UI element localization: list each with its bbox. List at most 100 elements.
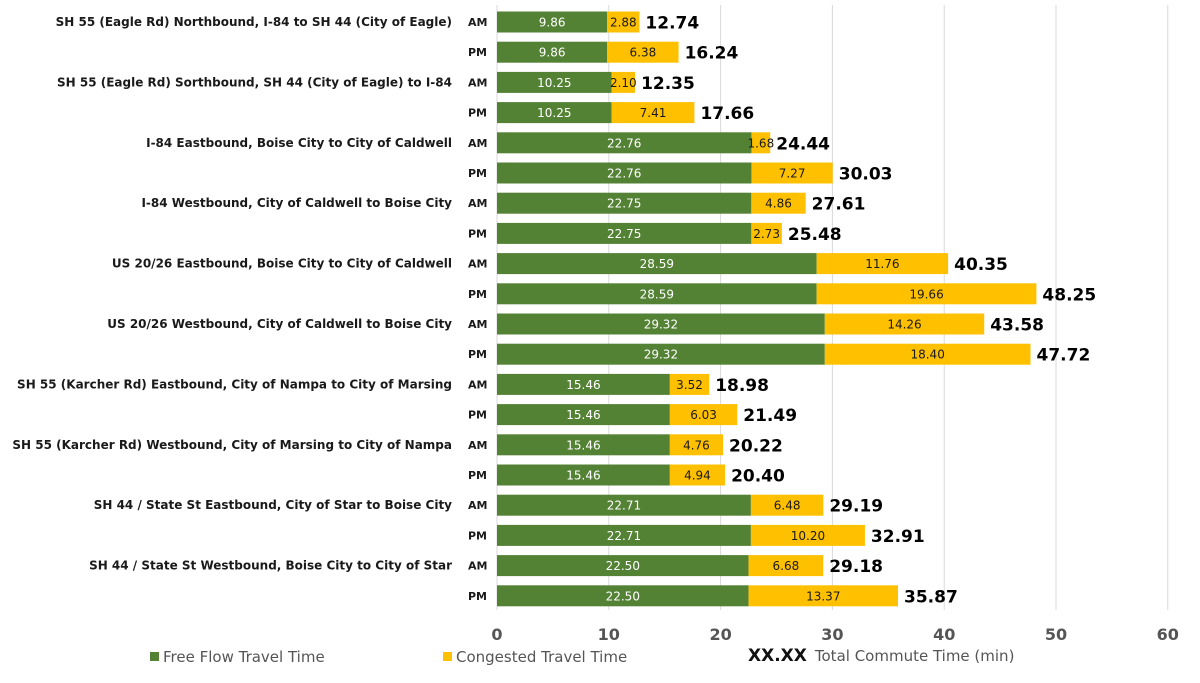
free-flow-bar (497, 585, 749, 607)
free-flow-bar (497, 373, 670, 395)
route-label: SH 44 / State St Westbound, Boise City t… (89, 559, 452, 573)
congested-bar (751, 222, 782, 244)
free-flow-bar (497, 313, 825, 335)
period-label: AM (468, 76, 487, 89)
total-commute-label: 43.58 (990, 316, 1044, 336)
total-commute-label: 27.61 (812, 195, 866, 215)
free-flow-bar (497, 404, 670, 426)
legend-label-free-flow: Free Flow Travel Time (163, 648, 325, 666)
congested-value-label: 11.76 (865, 257, 899, 271)
period-label: AM (468, 258, 487, 271)
congested-value-label: 4.94 (684, 469, 711, 483)
congested-value-label: 2.88 (610, 16, 637, 30)
free-flow-bar (497, 434, 670, 456)
congested-bar (607, 41, 679, 63)
congested-bar (669, 373, 710, 395)
period-label: AM (468, 499, 487, 512)
total-commute-label: 18.98 (715, 376, 769, 396)
route-label: SH 55 (Karcher Rd) Westbound, City of Ma… (12, 438, 452, 452)
congested-value-label: 19.66 (909, 287, 943, 301)
route-label: SH 55 (Karcher Rd) Eastbound, City of Na… (17, 377, 452, 391)
free-flow-bar (497, 11, 608, 33)
congested-bar (816, 283, 1037, 305)
free-flow-value-label: 10.25 (537, 106, 571, 120)
total-commute-label: 16.24 (685, 44, 739, 64)
free-flow-value-label: 29.32 (644, 318, 678, 332)
legend-label-total: Total Commute Time (min) (814, 647, 1015, 665)
free-flow-value-label: 15.46 (566, 469, 600, 483)
congested-bar (611, 71, 636, 93)
total-commute-label: 32.91 (871, 527, 925, 547)
free-flow-bar (497, 253, 817, 275)
free-flow-bar (497, 192, 752, 214)
total-commute-label: 47.72 (1037, 346, 1091, 366)
congested-bar (750, 524, 865, 546)
period-label: PM (468, 590, 487, 603)
free-flow-value-label: 22.71 (607, 499, 641, 513)
congested-value-label: 13.37 (806, 589, 840, 603)
free-flow-bar (497, 494, 751, 516)
route-label: SH 55 (Eagle Rd) Sorthbound, SH 44 (City… (57, 75, 452, 89)
free-flow-value-label: 22.50 (606, 589, 640, 603)
free-flow-value-label: 15.46 (566, 438, 600, 452)
congested-bar (611, 102, 695, 124)
free-flow-bar (497, 283, 817, 305)
congested-value-label: 14.26 (887, 318, 921, 332)
total-commute-label: 12.35 (641, 74, 695, 94)
congested-value-label: 7.27 (779, 167, 806, 181)
x-tick-label: 40 (933, 625, 955, 640)
free-flow-bar (497, 41, 608, 63)
congested-value-label: 6.03 (690, 408, 717, 422)
legend-item-free-flow: Free Flow Travel Time (150, 648, 325, 666)
period-label: PM (468, 409, 487, 422)
congested-value-label: 3.52 (676, 378, 703, 392)
free-flow-value-label: 29.32 (644, 348, 678, 362)
congested-bar (669, 434, 724, 456)
free-flow-value-label: 10.25 (537, 76, 571, 90)
free-flow-value-label: 22.50 (606, 559, 640, 573)
total-commute-label: 48.25 (1042, 285, 1096, 305)
congested-value-label: 1.68 (747, 136, 774, 150)
commute-time-chart: 9.86 2.88 12.74 9.86 6.38 16.24 10.25 2.10 12.35… (12, 5, 1179, 640)
total-commute-label: 21.49 (743, 406, 797, 426)
period-label: PM (468, 227, 487, 240)
congested-bar (751, 162, 833, 184)
congested-value-label: 6.38 (630, 46, 657, 60)
route-label: I-84 Westbound, City of Caldwell to Bois… (141, 196, 452, 210)
route-label: SH 55 (Eagle Rd) Northbound, I-84 to SH … (56, 15, 452, 29)
period-label: AM (468, 439, 487, 452)
x-tick-label: 30 (821, 625, 843, 640)
free-flow-value-label: 22.71 (607, 529, 641, 543)
free-flow-value-label: 9.86 (539, 16, 566, 30)
free-flow-bar (497, 555, 749, 577)
congested-bar (816, 253, 949, 275)
total-commute-label: 30.03 (839, 165, 893, 185)
congested-value-label: 18.40 (910, 348, 944, 362)
y-axis-labels: SH 55 (Eagle Rd) Northbound, I-84 to SH … (12, 15, 487, 603)
period-label: AM (468, 197, 487, 210)
x-tick-label: 20 (709, 625, 731, 640)
free-flow-bar (497, 132, 752, 154)
route-label: US 20/26 Westbound, City of Caldwell to … (107, 317, 452, 331)
period-label: PM (468, 529, 487, 542)
congested-value-label: 4.86 (765, 197, 792, 211)
congested-bar (748, 585, 899, 607)
free-flow-value-label: 28.59 (640, 257, 674, 271)
route-label: SH 44 / State St Eastbound, City of Star… (94, 498, 452, 512)
legend: Free Flow Travel Time Congested Travel T… (0, 640, 1200, 674)
free-flow-bar (497, 162, 752, 184)
legend-item-congested: Congested Travel Time (443, 648, 627, 666)
total-commute-label: 17.66 (700, 104, 754, 124)
congested-bar (607, 11, 640, 33)
free-flow-bar (497, 464, 670, 486)
congested-bar (750, 494, 824, 516)
congested-value-label: 10.20 (791, 529, 825, 543)
free-flow-value-label: 22.75 (607, 227, 641, 241)
total-commute-label: 20.22 (729, 436, 783, 456)
total-commute-label: 35.87 (904, 587, 958, 607)
total-commute-label: 29.18 (829, 557, 883, 577)
congested-bar (824, 343, 1031, 365)
free-flow-value-label: 28.59 (640, 287, 674, 301)
period-label: AM (468, 137, 487, 150)
legend-swatch-free-flow (150, 652, 159, 661)
